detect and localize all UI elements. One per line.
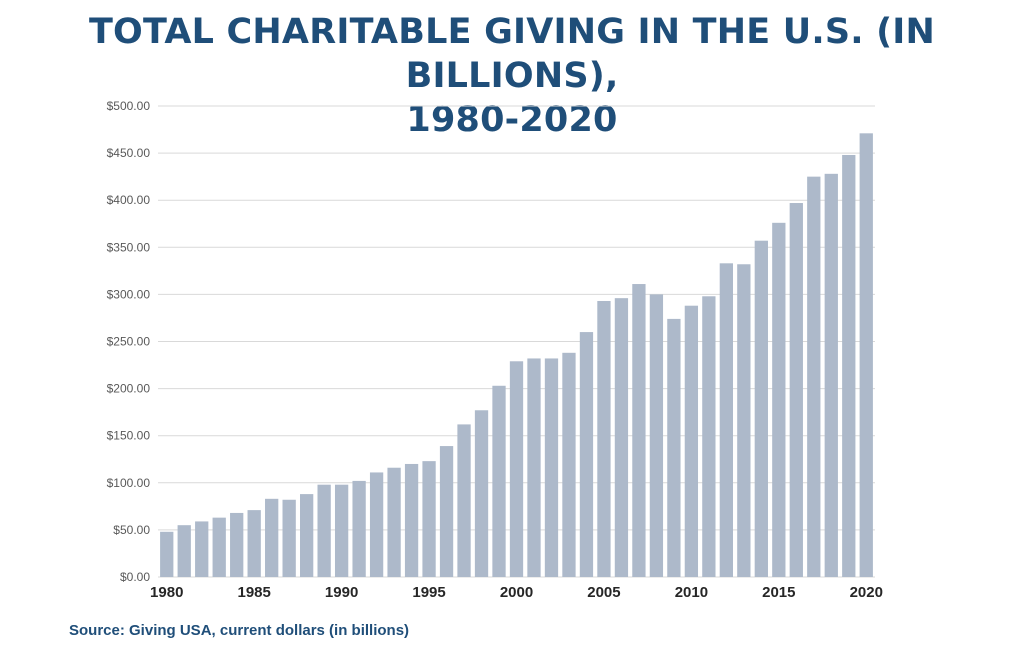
bar-1995 bbox=[422, 461, 436, 577]
bar-1990 bbox=[334, 484, 349, 577]
y-tick-label: $100.00 bbox=[107, 476, 151, 490]
bar-1997 bbox=[457, 424, 471, 577]
y-tick-label: $450.00 bbox=[107, 146, 151, 160]
bar-1987 bbox=[282, 499, 296, 577]
bar-1993 bbox=[387, 467, 401, 577]
x-tick-label: 2010 bbox=[675, 584, 708, 601]
bar-2000 bbox=[509, 361, 524, 577]
bar-2009 bbox=[667, 318, 681, 577]
y-tick-label: $250.00 bbox=[107, 335, 151, 349]
chart-title-line-1: TOTAL CHARITABLE GIVING IN THE U.S. (IN … bbox=[88, 12, 936, 96]
x-tick-label: 2000 bbox=[500, 584, 533, 601]
bar-2013 bbox=[737, 264, 751, 577]
bar-1988 bbox=[300, 494, 314, 577]
bar-2005 bbox=[597, 300, 611, 577]
bar-1986 bbox=[265, 498, 279, 577]
bars bbox=[160, 133, 873, 578]
y-tick-label: $150.00 bbox=[107, 429, 151, 443]
bar-2011 bbox=[702, 296, 716, 577]
y-tick-label: $350.00 bbox=[107, 240, 151, 254]
bar-2018 bbox=[824, 173, 838, 577]
bar-1980 bbox=[160, 531, 174, 577]
y-tick-label: $200.00 bbox=[107, 382, 151, 396]
y-tick-label: $0.00 bbox=[120, 570, 150, 584]
bar-2004 bbox=[579, 332, 594, 577]
y-tick-label: $300.00 bbox=[107, 287, 151, 301]
bar-1982 bbox=[195, 521, 209, 577]
bar-2012 bbox=[719, 263, 733, 577]
source-note: Source: Giving USA, current dollars (in … bbox=[69, 622, 410, 639]
bar-2003 bbox=[562, 352, 576, 577]
bar-1994 bbox=[404, 463, 419, 577]
x-tick-label: 2005 bbox=[587, 584, 620, 601]
bar-2010 bbox=[684, 305, 699, 577]
chart-title-line-2: 1980-2020 bbox=[406, 100, 618, 140]
bar-2006 bbox=[614, 298, 629, 577]
bar-2002 bbox=[544, 358, 559, 577]
bar-2017 bbox=[807, 176, 821, 577]
bar-2014 bbox=[754, 240, 768, 577]
bar-1998 bbox=[474, 410, 489, 577]
chart-title: TOTAL CHARITABLE GIVING IN THE U.S. (IN … bbox=[0, 10, 1024, 142]
x-tick-label: 1980 bbox=[150, 584, 183, 601]
bar-2016 bbox=[789, 203, 803, 577]
x-tick-label: 2020 bbox=[850, 584, 883, 601]
bar-1991 bbox=[352, 480, 366, 577]
bar-1983 bbox=[212, 517, 226, 577]
y-axis-tick-labels: $0.00 $50.00 $100.00 $150.00 $200.00 $250.00 $… bbox=[107, 99, 151, 584]
bar-2001 bbox=[527, 358, 541, 577]
bar-2015 bbox=[772, 222, 786, 578]
y-tick-label: $50.00 bbox=[113, 523, 150, 537]
bar-1984 bbox=[230, 512, 244, 577]
bar-2020 bbox=[859, 133, 873, 577]
bar-1989 bbox=[317, 484, 331, 577]
x-axis-tick-labels: 1980 1985 1990 1995 2000 2005 2010 2015 2020 bbox=[150, 584, 883, 601]
bar-1985 bbox=[247, 510, 261, 577]
y-tick-label: $500.00 bbox=[107, 99, 151, 113]
x-tick-label: 1990 bbox=[325, 584, 358, 601]
bar-1999 bbox=[492, 385, 506, 577]
x-tick-label: 1995 bbox=[412, 584, 445, 601]
bar-2008 bbox=[649, 294, 664, 577]
bar-1992 bbox=[369, 472, 384, 577]
y-tick-label: $400.00 bbox=[107, 193, 151, 207]
bar-1996 bbox=[439, 446, 454, 577]
x-tick-label: 1985 bbox=[237, 584, 270, 601]
x-tick-label: 2015 bbox=[762, 584, 795, 601]
bar-1981 bbox=[177, 525, 191, 577]
bar-2019 bbox=[842, 154, 856, 577]
bar-2007 bbox=[632, 284, 646, 577]
